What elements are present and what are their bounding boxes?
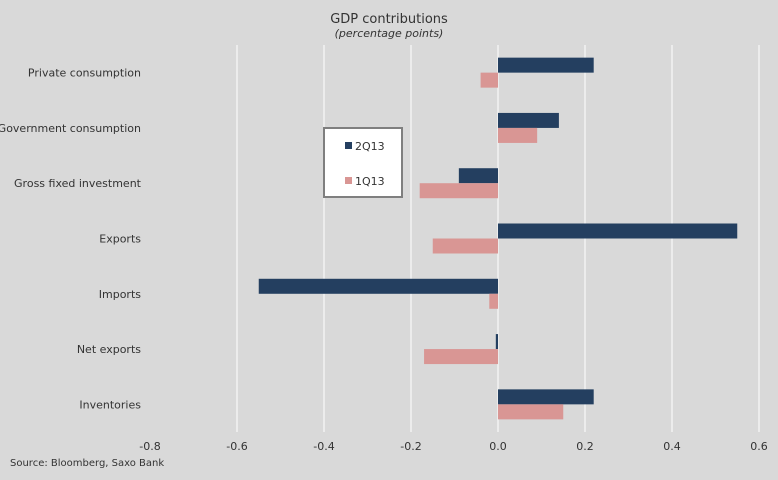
legend-swatch-2q13 [345, 142, 352, 149]
bar-1q13 [480, 72, 498, 88]
x-tick-label: -0.6 [226, 440, 247, 453]
category-label: Exports [99, 233, 141, 246]
bar-2q13 [498, 112, 559, 128]
category-label: Government consumption [0, 122, 141, 135]
bar-2q13 [498, 389, 594, 405]
legend-label-1q13: 1Q13 [355, 175, 385, 188]
legend-label-2q13: 2Q13 [355, 140, 385, 153]
bar-1q13 [498, 127, 538, 143]
bar-1q13 [498, 404, 564, 420]
category-label: Imports [99, 288, 142, 301]
bar-2q13 [458, 168, 498, 184]
x-tick-label: 0.6 [750, 440, 768, 453]
bar-2q13 [495, 334, 498, 350]
bar-1q13 [419, 183, 498, 199]
bar-1q13 [489, 293, 498, 309]
chart-title: GDP contributions [330, 12, 448, 27]
category-label: Net exports [77, 343, 141, 356]
bar-2q13 [498, 57, 594, 73]
bar-1q13 [432, 238, 498, 254]
source-note: Source: Bloomberg, Saxo Bank [10, 458, 164, 469]
bar-2q13 [258, 278, 498, 294]
bar-1q13 [424, 349, 498, 365]
category-label: Private consumption [28, 67, 141, 80]
x-tick-label: -0.4 [313, 440, 334, 453]
category-label: Gross fixed investment [14, 177, 142, 190]
legend-swatch-1q13 [345, 177, 352, 184]
x-tick-label: -0.8 [139, 440, 160, 453]
category-label: Inventories [79, 398, 141, 411]
bar-2q13 [498, 223, 738, 239]
legend: 2Q13 1Q13 [323, 127, 403, 198]
chart-subtitle: (percentage points) [335, 27, 444, 40]
x-tick-label: 0.2 [576, 440, 594, 453]
x-tick-label: -0.2 [400, 440, 421, 453]
x-tick-label: 0.4 [663, 440, 681, 453]
x-tick-label: 0.0 [489, 440, 507, 453]
